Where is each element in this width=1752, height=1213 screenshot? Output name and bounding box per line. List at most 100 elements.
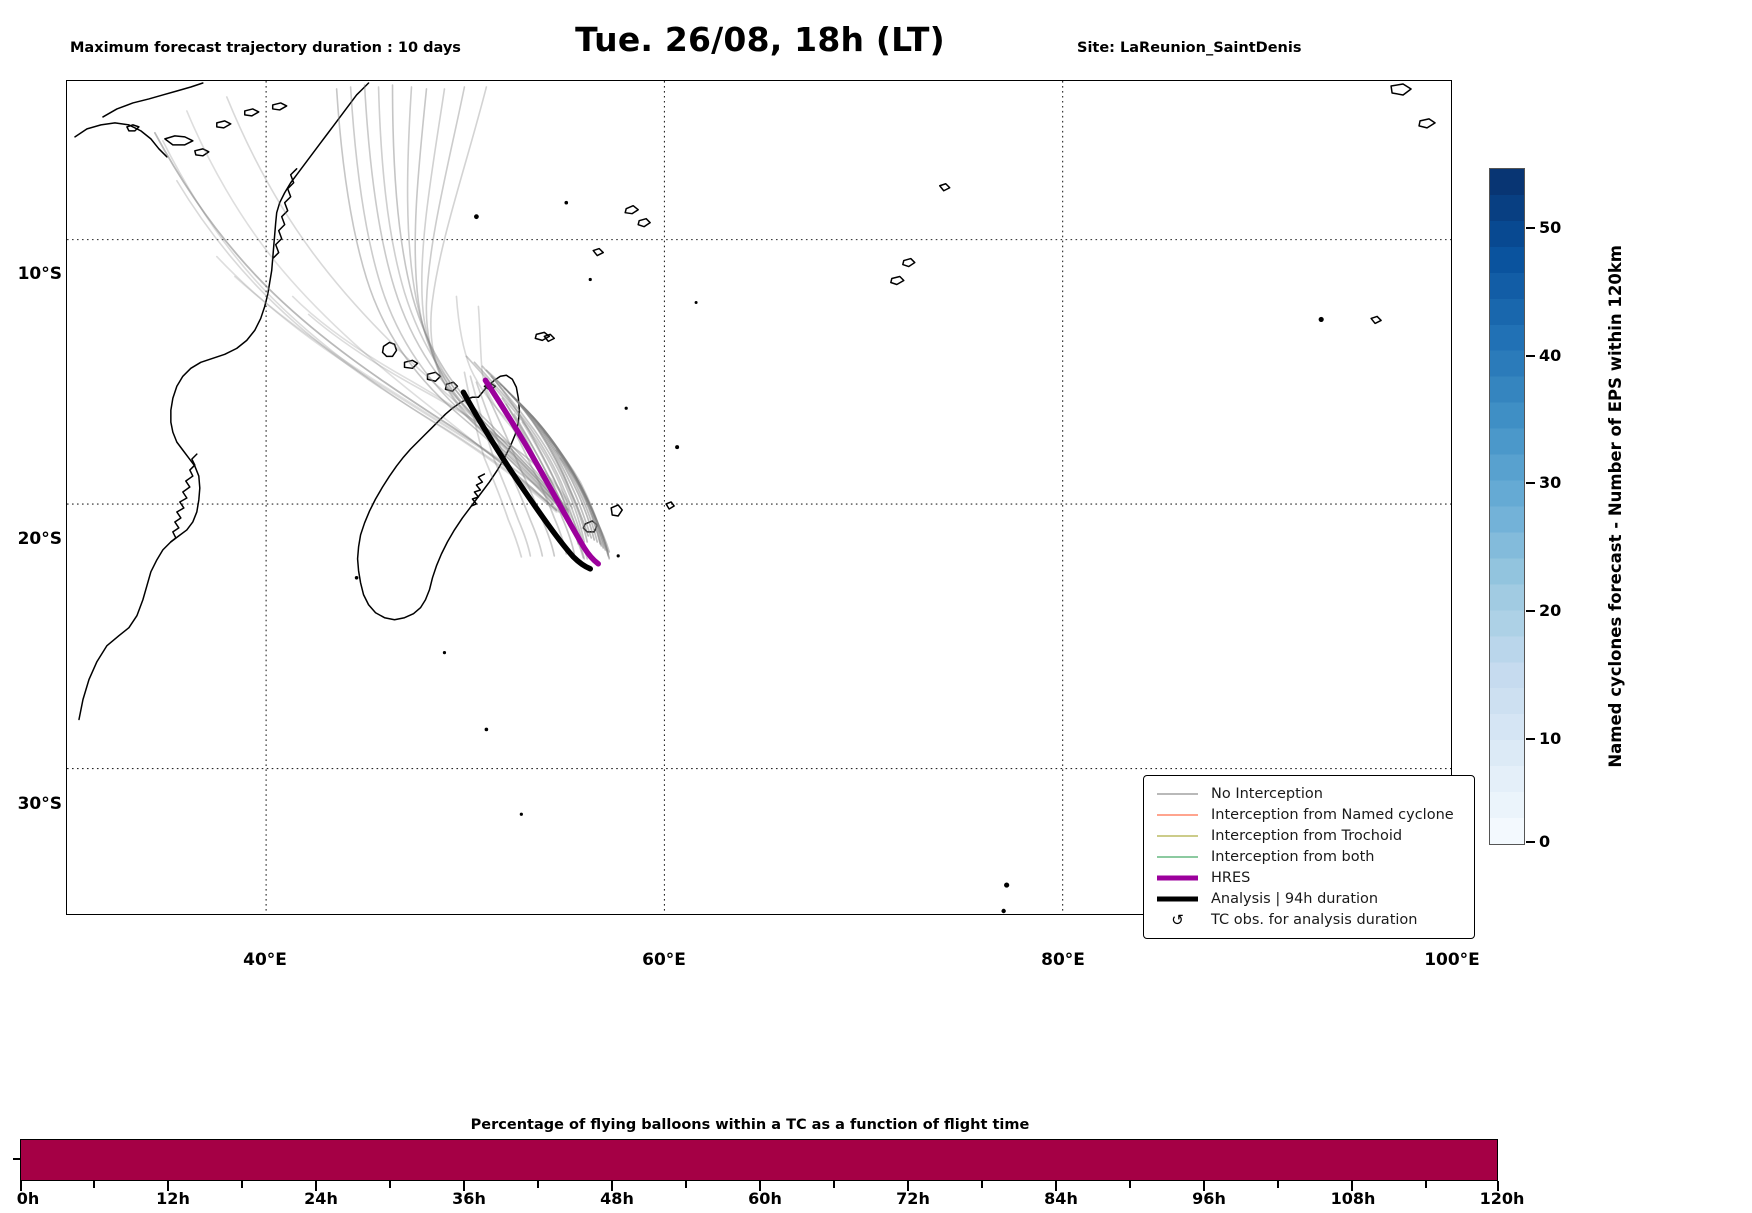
percentage-bar-ytick bbox=[13, 1158, 20, 1160]
legend-line-swatch-named-cyclone bbox=[1154, 804, 1201, 825]
eps-track bbox=[473, 361, 584, 541]
eps-track bbox=[430, 86, 567, 519]
legend-item-tc-obs[interactable]: ↺ TC obs. for analysis duration bbox=[1154, 909, 1464, 930]
island-rodrigues bbox=[665, 501, 675, 510]
map-xtick-60E: 60°E bbox=[642, 950, 686, 970]
eps-track bbox=[215, 255, 566, 513]
island-small-d bbox=[243, 108, 260, 117]
legend-item-trochoid[interactable]: Interception from Trochoid bbox=[1154, 825, 1464, 846]
coastline-africa-mainland bbox=[78, 82, 370, 721]
pct-tick-18h bbox=[241, 1181, 243, 1188]
pct-tick-114h bbox=[1425, 1181, 1427, 1188]
coastline-arabia-fragment bbox=[102, 82, 204, 118]
pct-label-0h: 0h bbox=[16, 1189, 40, 1208]
pct-tick-120h bbox=[1497, 1181, 1499, 1191]
pct-tick-84h bbox=[1055, 1181, 1057, 1191]
dot-islet-1 bbox=[474, 214, 479, 220]
pct-tick-54h bbox=[685, 1181, 687, 1188]
dot-islet-13 bbox=[442, 651, 447, 655]
legend-label-analysis: Analysis | 94h duration bbox=[1211, 890, 1379, 907]
legend-line-swatch-hres bbox=[1154, 867, 1201, 888]
island-small-e bbox=[271, 102, 288, 111]
pct-tick-48h bbox=[611, 1181, 613, 1191]
pct-label-12h: 12h bbox=[156, 1189, 190, 1208]
eps-track bbox=[406, 86, 570, 513]
map-svg bbox=[67, 81, 1451, 914]
colorbar[interactable]: 50 40 30 20 10 0 bbox=[1489, 168, 1561, 851]
eps-track bbox=[559, 457, 611, 560]
pct-tick-0h bbox=[20, 1181, 22, 1191]
map-xtick-100E: 100°E bbox=[1424, 950, 1480, 970]
pct-tick-90h bbox=[1129, 1181, 1131, 1188]
island-madagascar bbox=[356, 374, 521, 621]
pct-tick-6h bbox=[93, 1181, 95, 1188]
island-right-e bbox=[1418, 118, 1436, 129]
island-small-a bbox=[126, 124, 140, 132]
eps-track bbox=[414, 88, 569, 515]
eps-track bbox=[363, 84, 564, 509]
eps-track bbox=[162, 140, 558, 513]
island-small-b bbox=[194, 148, 210, 157]
eps-track bbox=[469, 375, 532, 557]
map-ytick-30S: 30°S bbox=[17, 794, 62, 814]
dot-islet-7 bbox=[616, 554, 620, 558]
pct-tick-96h bbox=[1203, 1181, 1205, 1191]
legend-item-named-cyclone[interactable]: Interception from Named cyclone bbox=[1154, 804, 1464, 825]
island-seychelles-c bbox=[592, 247, 604, 257]
island-comoros-anjouan bbox=[426, 371, 442, 383]
pct-label-60h: 60h bbox=[748, 1189, 782, 1208]
map-legend[interactable]: No Interception Interception from Named … bbox=[1143, 775, 1475, 939]
pct-label-84h: 84h bbox=[1044, 1189, 1078, 1208]
dot-islet-8 bbox=[1004, 882, 1010, 888]
legend-line-swatch-trochoid bbox=[1154, 825, 1201, 846]
colorbar-tick-30 bbox=[1526, 482, 1535, 484]
dot-islet-2 bbox=[564, 200, 569, 205]
island-right-c bbox=[890, 275, 905, 286]
legend-line-swatch-analysis bbox=[1154, 888, 1201, 909]
percentage-bar-title: Percentage of flying balloons within a T… bbox=[470, 1117, 1030, 1133]
colorbar-ticklabel-0: 0 bbox=[1539, 832, 1551, 851]
eps-track bbox=[153, 131, 558, 511]
colorbar-ticklabel-40: 40 bbox=[1539, 346, 1562, 365]
eps-track bbox=[307, 313, 574, 509]
pct-label-72h: 72h bbox=[896, 1189, 930, 1208]
island-mayotte bbox=[444, 381, 459, 393]
legend-label-tc-obs: TC obs. for analysis duration bbox=[1211, 911, 1418, 928]
eps-track bbox=[391, 84, 570, 511]
eps-track bbox=[477, 305, 518, 433]
legend-label-no-interception: No Interception bbox=[1211, 785, 1323, 802]
pct-tick-36h bbox=[463, 1181, 465, 1191]
dot-islet-10 bbox=[1318, 316, 1324, 323]
colorbar-ticklabel-10: 10 bbox=[1539, 729, 1562, 748]
map-ytick-10S: 10°S bbox=[17, 264, 62, 284]
eps-track bbox=[537, 423, 611, 553]
island-right-a bbox=[938, 183, 951, 192]
dot-islet-11 bbox=[484, 727, 489, 732]
legend-item-analysis[interactable]: Analysis | 94h duration bbox=[1154, 888, 1464, 909]
map-xtick-80E: 80°E bbox=[1041, 950, 1085, 970]
island-right-f bbox=[1370, 315, 1382, 325]
header-site: Site: LaReunion_SaintDenis bbox=[1077, 40, 1302, 56]
pct-tick-72h bbox=[907, 1181, 909, 1191]
colorbar-ticklabel-50: 50 bbox=[1539, 218, 1562, 237]
legend-item-hres[interactable]: HRES bbox=[1154, 867, 1464, 888]
page-title: Tue. 26/08, 18h (LT) bbox=[575, 20, 945, 59]
legend-label-hres: HRES bbox=[1211, 869, 1251, 886]
coastline-horn-of-africa bbox=[74, 122, 168, 158]
dot-islet-6 bbox=[624, 406, 628, 410]
eps-track bbox=[475, 381, 544, 557]
map-xtick-40E: 40°E bbox=[243, 950, 287, 970]
island-dots bbox=[354, 200, 1324, 914]
island-right-d bbox=[1390, 83, 1412, 96]
legend-item-no-interception[interactable]: No Interception bbox=[1154, 783, 1464, 804]
legend-item-both[interactable]: Interception from both bbox=[1154, 846, 1464, 867]
colorbar-ticklabel-20: 20 bbox=[1539, 601, 1562, 620]
colorbar-ticklabel-30: 30 bbox=[1539, 473, 1562, 492]
eps-track bbox=[549, 439, 610, 557]
percentage-bar-axes[interactable] bbox=[20, 1139, 1498, 1181]
pct-tick-12h bbox=[167, 1181, 169, 1191]
pct-tick-108h bbox=[1351, 1181, 1353, 1191]
coastlines bbox=[74, 82, 1436, 721]
hres-track bbox=[482, 377, 601, 567]
dot-islet-9 bbox=[1001, 908, 1006, 914]
